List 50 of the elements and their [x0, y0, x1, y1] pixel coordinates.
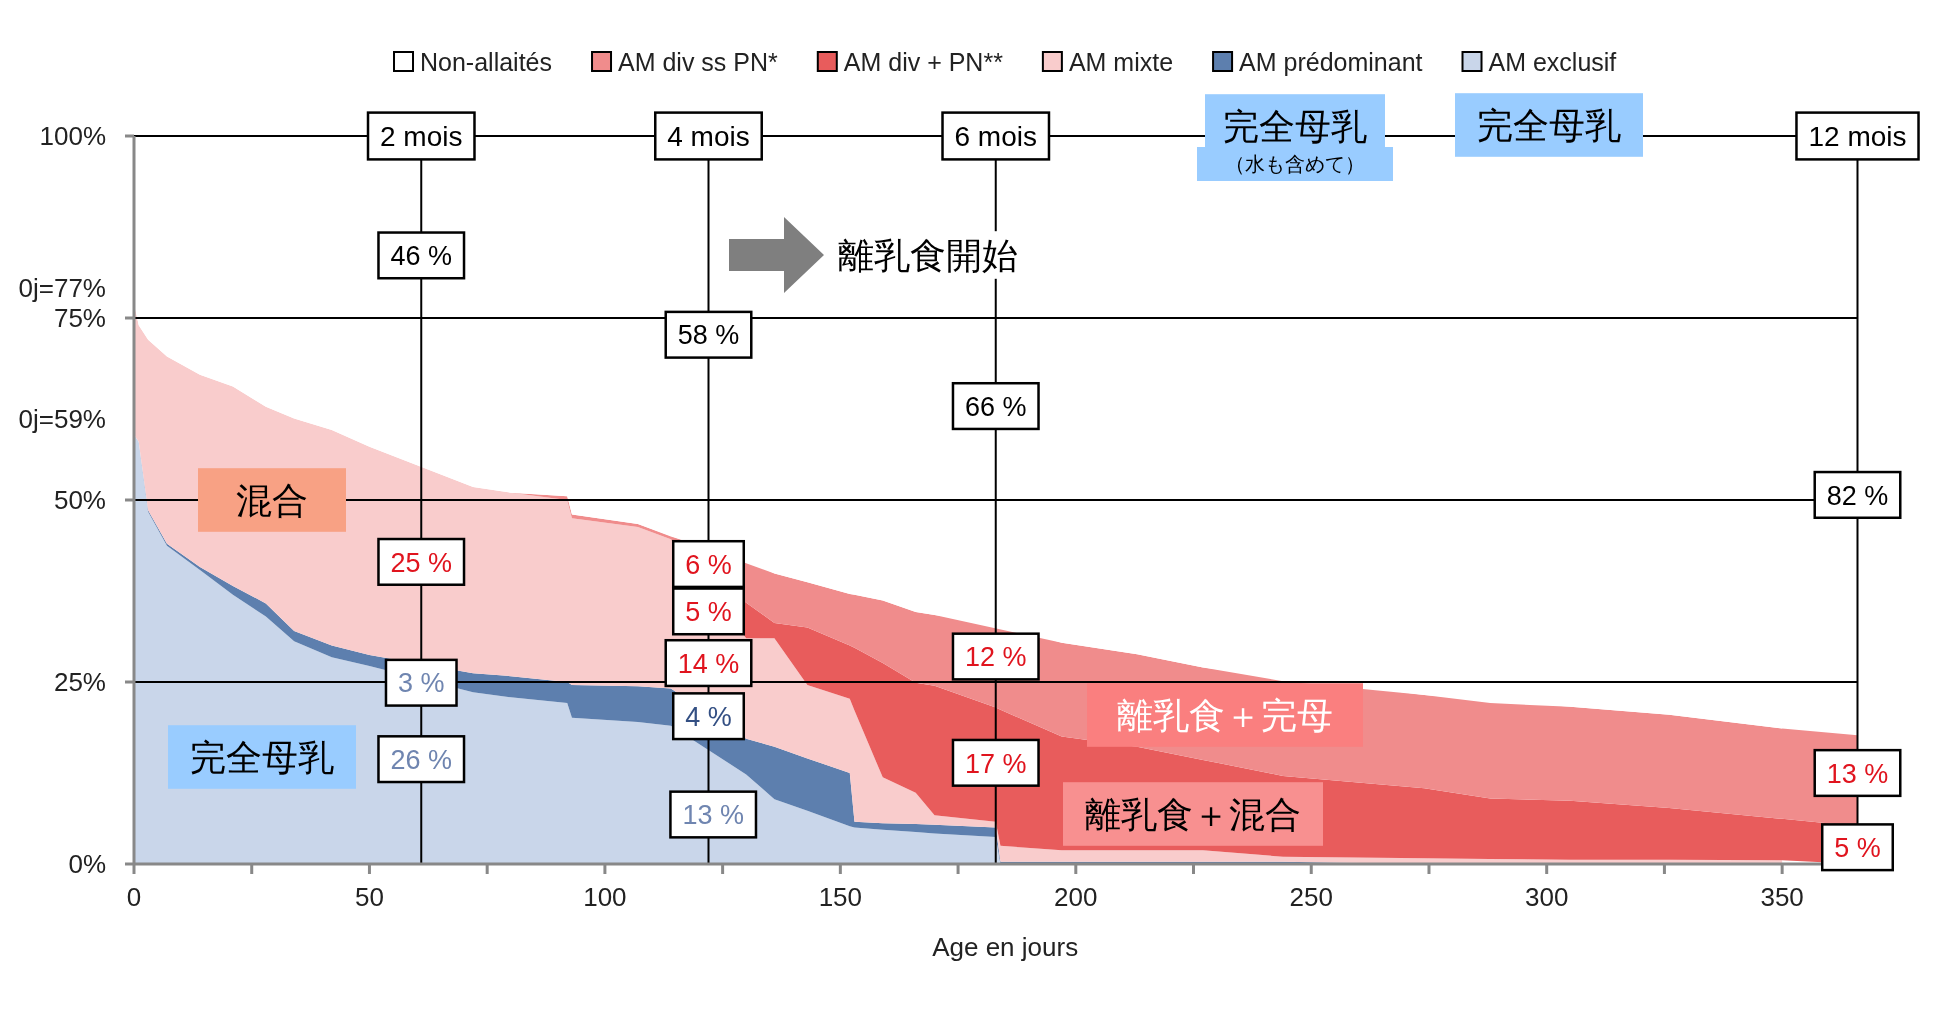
annotation: 26 %: [390, 744, 453, 775]
legend-label: AM div + PN**: [843, 48, 1004, 76]
annotation: 13 %: [1826, 758, 1889, 789]
annotation: 14 %: [677, 648, 740, 679]
annotation: （水も含めて）: [1225, 153, 1365, 176]
ref-line-label: 2 mois: [380, 121, 463, 153]
annotation: 13 %: [682, 800, 744, 831]
annotation: 5 %: [685, 597, 732, 628]
x-tick-label: 300: [1525, 882, 1569, 912]
ref-line-label: 12 mois: [1808, 121, 1907, 153]
x-axis-title: Age en jours: [932, 932, 1079, 962]
ref-line-label: 4 mois: [667, 121, 750, 153]
annotation: 完全母乳: [1477, 104, 1621, 146]
annotation: 混合: [236, 479, 308, 521]
annotation: 完全母乳: [190, 736, 334, 778]
annotation: 離乳食＋混合: [1085, 793, 1301, 835]
annotation: 0j=59%: [18, 404, 106, 435]
legend-label: AM div ss PN*: [618, 48, 779, 76]
annotation: 82 %: [1826, 480, 1889, 511]
x-tick-label: 350: [1760, 882, 1804, 912]
annotation: 58 %: [677, 320, 740, 351]
y-tick-label: 0%: [68, 849, 106, 879]
annotation: 3 %: [397, 668, 445, 699]
annotation: 12 %: [964, 642, 1027, 673]
x-tick-label: 50: [354, 882, 384, 912]
x-tick-label: 100: [583, 882, 627, 912]
legend-label: Non-allaités: [420, 48, 553, 76]
x-tick-label: 150: [818, 882, 863, 912]
y-tick-label: 50%: [53, 485, 106, 515]
x-tick-label: 0: [126, 882, 142, 912]
annotation: 離乳食＋完母: [1117, 694, 1333, 736]
annotation: 0j=77%: [18, 273, 106, 304]
annotation: 4 %: [685, 701, 732, 732]
annotation: 17 %: [964, 748, 1027, 779]
annotation: 46 %: [390, 241, 453, 272]
y-tick-label: 75%: [53, 303, 106, 333]
legend-label: AM exclusif: [1488, 48, 1617, 76]
ref-line-label: 6 mois: [954, 121, 1037, 153]
annotation: 完全母乳: [1223, 105, 1367, 147]
annotation: 離乳食開始: [838, 234, 1018, 276]
legend-label: AM mixte: [1068, 48, 1174, 76]
annotation: 5 %: [1834, 832, 1881, 863]
y-tick-label: 100%: [39, 121, 106, 151]
annotation: 66 %: [964, 391, 1027, 422]
legend-label: AM prédominant: [1239, 48, 1423, 76]
y-tick-label: 25%: [53, 667, 106, 697]
annotation: 6 %: [685, 549, 732, 580]
x-tick-label: 200: [1054, 882, 1098, 912]
x-tick-label: 250: [1289, 882, 1333, 912]
annotation: 25 %: [390, 547, 453, 578]
